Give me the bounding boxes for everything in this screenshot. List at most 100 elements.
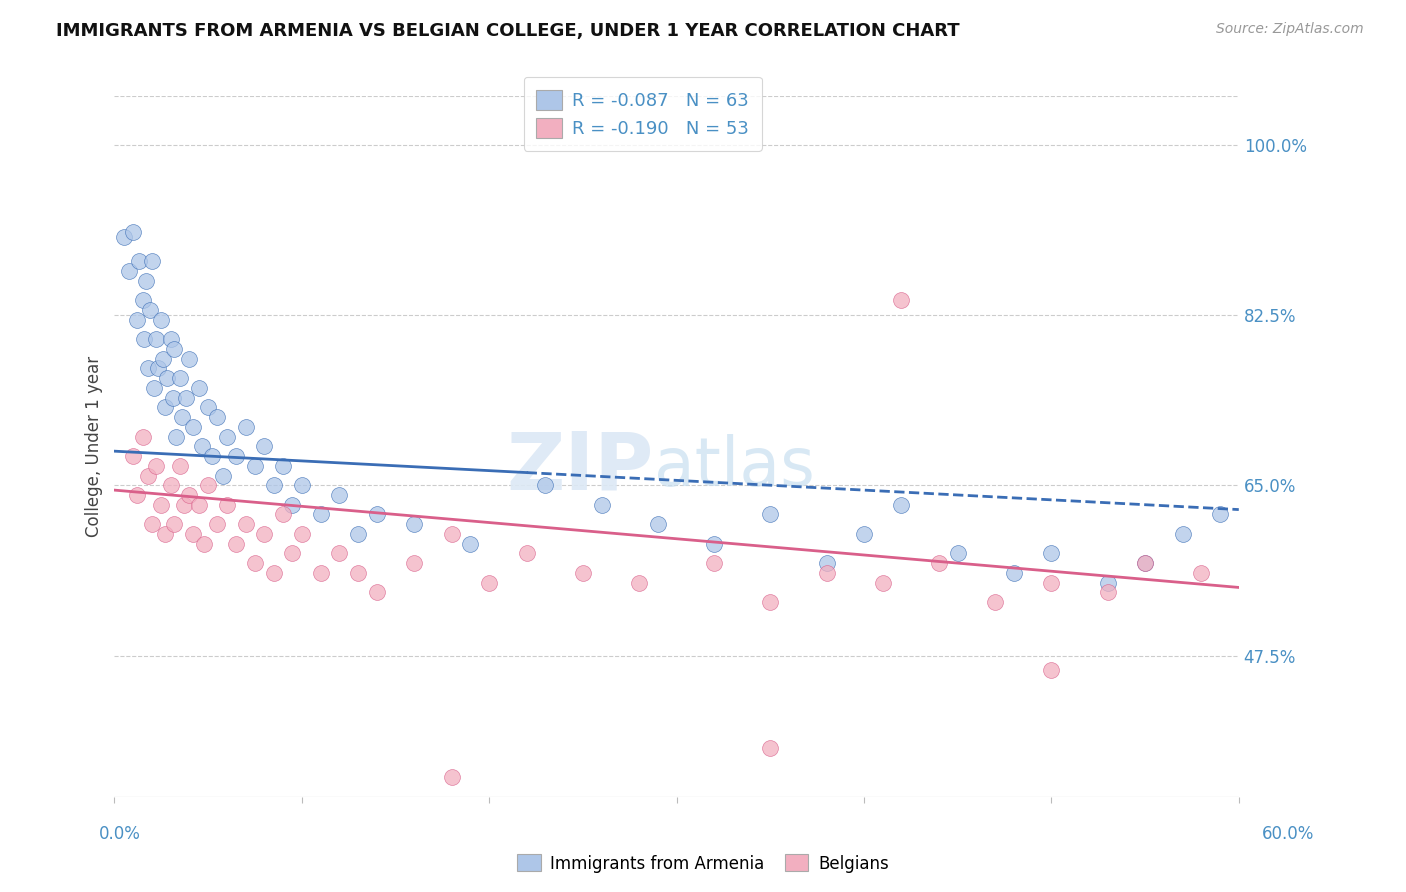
Point: [179, 488, 201, 502]
Point: [984, 595, 1007, 609]
Y-axis label: College, Under 1 year: College, Under 1 year: [86, 356, 103, 537]
Point: [207, 517, 229, 532]
Point: [235, 420, 257, 434]
Point: [131, 429, 153, 443]
Point: [215, 429, 238, 443]
Point: [181, 527, 204, 541]
Point: [169, 371, 191, 385]
Point: [516, 546, 538, 560]
Point: [404, 556, 426, 570]
Point: [207, 410, 229, 425]
Point: [141, 517, 163, 532]
Point: [163, 517, 186, 532]
Point: [759, 595, 782, 609]
Point: [440, 770, 463, 784]
Point: [173, 498, 195, 512]
Point: [1040, 663, 1063, 677]
Point: [1002, 566, 1025, 580]
Point: [1171, 527, 1194, 541]
Point: [156, 371, 179, 385]
Point: [122, 225, 145, 239]
Point: [112, 230, 135, 244]
Point: [201, 449, 224, 463]
Point: [118, 264, 141, 278]
Point: [215, 498, 238, 512]
Legend: Immigrants from Armenia, Belgians: Immigrants from Armenia, Belgians: [510, 847, 896, 880]
Point: [169, 458, 191, 473]
Text: atlas: atlas: [654, 434, 815, 500]
Point: [1209, 508, 1232, 522]
Point: [193, 536, 215, 550]
Point: [572, 566, 595, 580]
Point: [404, 517, 426, 532]
Point: [553, 848, 575, 863]
Point: [1133, 556, 1156, 570]
Point: [159, 332, 181, 346]
Point: [1040, 575, 1063, 590]
Point: [134, 332, 156, 346]
Point: [366, 585, 388, 599]
Point: [139, 303, 162, 318]
Point: [150, 498, 173, 512]
Point: [1040, 546, 1063, 560]
Point: [271, 458, 294, 473]
Point: [136, 361, 159, 376]
Text: IMMIGRANTS FROM ARMENIA VS BELGIAN COLLEGE, UNDER 1 YEAR CORRELATION CHART: IMMIGRANTS FROM ARMENIA VS BELGIAN COLLE…: [56, 22, 960, 40]
Point: [281, 546, 304, 560]
Point: [291, 478, 314, 492]
Point: [440, 527, 463, 541]
Point: [759, 741, 782, 756]
Point: [815, 556, 838, 570]
Point: [759, 508, 782, 522]
Point: [152, 351, 174, 366]
Point: [191, 439, 214, 453]
Point: [628, 575, 651, 590]
Point: [170, 410, 193, 425]
Point: [225, 449, 247, 463]
Point: [1133, 556, 1156, 570]
Point: [197, 478, 219, 492]
Point: [890, 293, 912, 308]
Point: [703, 556, 725, 570]
Text: 0.0%: 0.0%: [98, 825, 141, 843]
Point: [1189, 566, 1212, 580]
Point: [928, 556, 950, 570]
Point: [263, 478, 285, 492]
Point: [281, 498, 304, 512]
Text: Source: ZipAtlas.com: Source: ZipAtlas.com: [1216, 22, 1364, 37]
Point: [145, 332, 167, 346]
Point: [853, 527, 876, 541]
Point: [815, 566, 838, 580]
Point: [153, 527, 176, 541]
Point: [165, 429, 187, 443]
Point: [591, 498, 613, 512]
Point: [478, 575, 501, 590]
Point: [174, 391, 197, 405]
Point: [187, 498, 209, 512]
Point: [145, 458, 167, 473]
Point: [197, 401, 219, 415]
Point: [890, 498, 912, 512]
Point: [150, 312, 173, 326]
Point: [135, 274, 157, 288]
Point: [347, 566, 370, 580]
Point: [946, 546, 969, 560]
Point: [125, 312, 148, 326]
Point: [159, 478, 181, 492]
Point: [153, 401, 176, 415]
Point: [163, 342, 186, 356]
Point: [142, 381, 165, 395]
Point: [271, 508, 294, 522]
Point: [291, 527, 314, 541]
Point: [328, 488, 350, 502]
Point: [460, 536, 482, 550]
Point: [131, 293, 153, 308]
Point: [136, 468, 159, 483]
Point: [534, 478, 557, 492]
Point: [366, 508, 388, 522]
Point: [146, 361, 169, 376]
Point: [647, 517, 669, 532]
Point: [235, 517, 257, 532]
Point: [141, 254, 163, 268]
Point: [263, 566, 285, 580]
